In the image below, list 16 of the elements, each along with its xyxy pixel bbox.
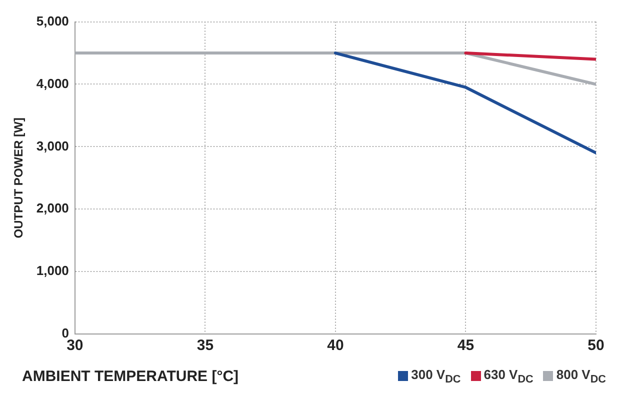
y-axis-title: OUTPUT POWER [W]	[12, 118, 26, 238]
x-tick-label: 50	[588, 337, 604, 354]
x-axis-title: AMBIENT TEMPERATURE [°C]	[22, 368, 239, 384]
x-tick-label: 30	[66, 337, 84, 354]
y-tick-label: 0	[62, 326, 69, 341]
x-tick-label: 35	[196, 337, 214, 354]
legend-label: 800 V$_{DC}$	[556, 366, 606, 386]
x-tick-label: 45	[457, 337, 474, 354]
y-tick-label: 3,000	[36, 138, 69, 154]
legend-label: 300 V$_{DC}$	[411, 366, 461, 386]
legend-label: 630 V$_{DC}$	[484, 366, 534, 386]
y-tick-label: 4,000	[36, 76, 69, 91]
x-tick-label: 40	[327, 337, 344, 354]
y-tick-label: 1,000	[36, 263, 69, 278]
y-tick-label: 5,000	[36, 13, 69, 28]
y-tick-label: 2,000	[36, 200, 69, 216]
